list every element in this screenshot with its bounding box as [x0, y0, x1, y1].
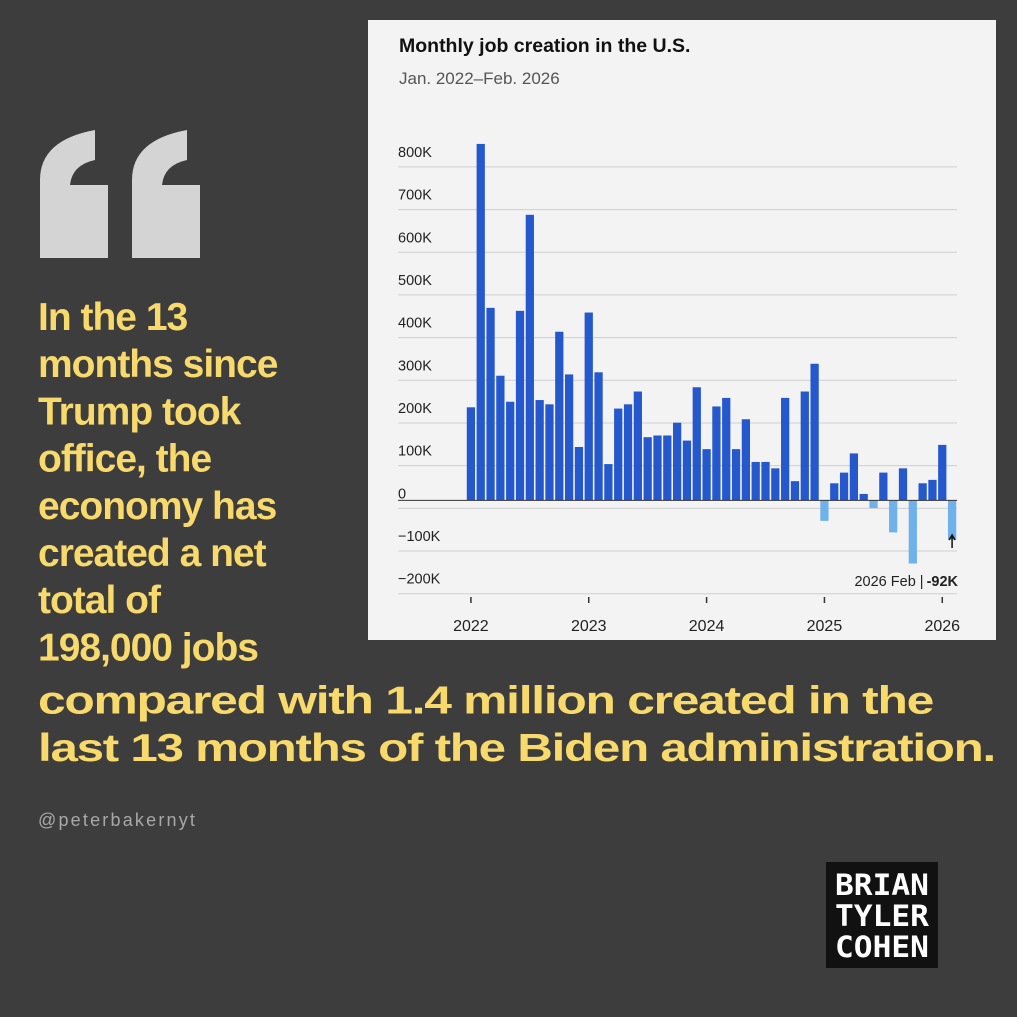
bar: [535, 400, 544, 501]
quote-mark: [40, 130, 200, 258]
chart-panel: [368, 20, 996, 640]
bar: [722, 397, 731, 501]
bar: [584, 312, 593, 501]
bar: [545, 404, 554, 501]
bar: [928, 479, 937, 501]
chart-title: Monthly job creation in the U.S.: [399, 35, 690, 57]
handle: @peterbakernyt: [38, 810, 197, 830]
quote-line: In the 13: [38, 296, 188, 339]
bar: [466, 407, 476, 501]
bar: [781, 397, 790, 501]
quote-line: office, the: [38, 438, 211, 481]
x-tick-label: 2022: [453, 618, 489, 635]
y-tick-label: −200K: [398, 572, 441, 588]
bar: [810, 363, 819, 501]
y-tick-label: 800K: [398, 145, 432, 161]
y-tick-label: 200K: [398, 401, 432, 417]
bar: [859, 493, 868, 501]
y-tick-label: 700K: [398, 188, 432, 204]
x-tick-label: 2024: [689, 618, 725, 635]
bar: [574, 447, 584, 501]
bar: [515, 310, 525, 501]
plot: −200K −100K 0 100K 200K 300K 400K 500K 600K 700K 8…: [398, 143, 960, 635]
bar: [555, 331, 564, 501]
quote-line: months since: [38, 343, 278, 386]
bar: [702, 449, 711, 501]
bar: [849, 453, 859, 501]
bar: [506, 401, 515, 501]
bar: [633, 391, 642, 501]
quote-line: created a net: [38, 532, 267, 575]
bar: [947, 500, 957, 540]
brand-line: COHEN: [835, 930, 929, 964]
quote-line: Trump took: [38, 390, 242, 433]
bar: [918, 483, 927, 501]
bar: [682, 440, 692, 501]
bar: [879, 472, 888, 501]
brand-line: BRIAN: [835, 868, 929, 902]
bar: [938, 444, 947, 501]
y-tick-label: −100K: [398, 529, 441, 545]
chart-subtitle: Jan. 2022–Feb. 2026: [399, 69, 560, 88]
quote-line: last 13 months of the Biden administrati…: [38, 727, 995, 770]
bar: [830, 483, 839, 501]
bar: [761, 461, 770, 501]
bar: [800, 391, 809, 501]
bar: [623, 404, 633, 501]
bar: [741, 419, 750, 501]
annotation: 2026 Feb | -92K: [854, 574, 958, 590]
bar: [869, 500, 878, 509]
bar: [663, 435, 672, 501]
bar: [604, 464, 613, 501]
bar: [496, 375, 505, 501]
bar: [486, 307, 495, 501]
y-tick-label: 500K: [398, 273, 432, 289]
bar: [771, 468, 780, 501]
bar: [564, 374, 574, 501]
annotation-arrow: [948, 533, 956, 548]
brand-line: TYLER: [835, 899, 930, 933]
quote-line: total of: [38, 579, 162, 622]
bar: [908, 500, 917, 564]
bar: [614, 408, 623, 501]
bar: [712, 406, 721, 501]
bar: [594, 372, 603, 501]
y-tick-label: 0: [398, 486, 406, 502]
bar: [751, 461, 760, 501]
y-tick-label: 400K: [398, 316, 432, 332]
bar: [653, 435, 662, 501]
y-tick-label: 600K: [398, 230, 432, 246]
x-tick-label: 2023: [571, 618, 607, 635]
x-tick-label: 2026: [924, 618, 960, 635]
quote-line: 198,000 jobs: [38, 626, 258, 669]
bar: [731, 449, 741, 501]
bar: [820, 500, 829, 521]
y-tick-label: 100K: [398, 444, 432, 460]
bar: [692, 387, 701, 501]
bar: [673, 422, 682, 501]
bar: [889, 500, 898, 533]
quote-line: compared with 1.4 million created in the: [38, 680, 933, 723]
quote-line: economy has: [38, 485, 277, 528]
annotation-value: -92K: [927, 574, 959, 590]
bar: [525, 214, 534, 501]
annotation-label: 2026 Feb |: [854, 574, 923, 590]
y-tick-label: 300K: [398, 358, 432, 374]
bar: [790, 481, 800, 501]
bar: [643, 437, 652, 501]
bar: [476, 143, 485, 501]
x-tick-label: 2025: [807, 618, 843, 635]
bar: [839, 472, 849, 501]
bar: [898, 468, 908, 501]
brand-box: [826, 862, 938, 968]
